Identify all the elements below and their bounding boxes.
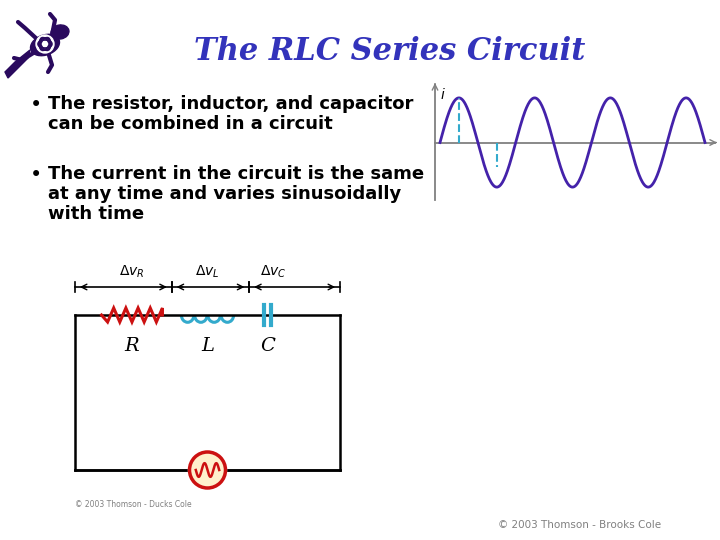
Text: © 2003 Thomson - Brooks Cole: © 2003 Thomson - Brooks Cole xyxy=(498,520,662,530)
Text: i: i xyxy=(441,88,445,102)
Ellipse shape xyxy=(51,25,69,39)
Text: L: L xyxy=(201,337,214,355)
Ellipse shape xyxy=(30,35,60,56)
Text: $\Delta v_C$: $\Delta v_C$ xyxy=(260,264,287,280)
Text: The RLC Series Circuit: The RLC Series Circuit xyxy=(194,37,585,68)
Circle shape xyxy=(189,452,225,488)
Text: can be combined in a circuit: can be combined in a circuit xyxy=(48,115,333,133)
Text: at any time and varies sinusoidally: at any time and varies sinusoidally xyxy=(48,185,401,203)
Text: •: • xyxy=(30,165,42,185)
Text: © 2003 Thomson - Ducks Cole: © 2003 Thomson - Ducks Cole xyxy=(75,500,192,509)
Circle shape xyxy=(36,35,54,53)
Text: The current in the circuit is the same: The current in the circuit is the same xyxy=(48,165,424,183)
Text: $\Delta v_L$: $\Delta v_L$ xyxy=(195,264,220,280)
Text: R: R xyxy=(125,337,139,355)
Text: The resistor, inductor, and capacitor: The resistor, inductor, and capacitor xyxy=(48,95,413,113)
Circle shape xyxy=(189,451,227,489)
Text: with time: with time xyxy=(48,205,144,223)
Text: C: C xyxy=(261,337,276,355)
Text: $\Delta v_R$: $\Delta v_R$ xyxy=(120,264,145,280)
Polygon shape xyxy=(5,50,30,78)
Text: •: • xyxy=(30,95,42,115)
